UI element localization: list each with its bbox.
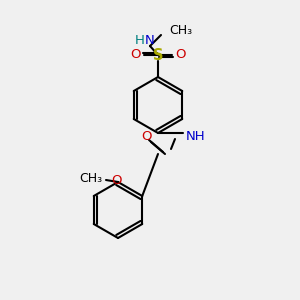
Text: NH: NH [186, 130, 206, 143]
Text: O: O [141, 130, 151, 143]
Text: O: O [112, 173, 122, 187]
Text: H: H [135, 34, 145, 47]
Text: N: N [145, 34, 155, 47]
Text: O: O [130, 49, 141, 62]
Text: S: S [153, 47, 163, 62]
Text: O: O [175, 49, 185, 62]
Text: CH₃: CH₃ [169, 25, 192, 38]
Text: CH₃: CH₃ [79, 172, 102, 184]
